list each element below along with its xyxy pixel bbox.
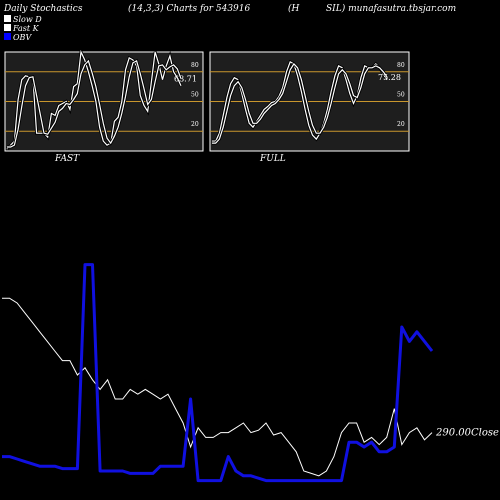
last-value-label: 75.28 [378, 73, 401, 82]
y-tick-label: 80 [397, 62, 405, 69]
full-panel-label: FULL [259, 154, 286, 164]
legend-label-fast-k: Fast K [12, 24, 40, 33]
fast-k-line [6, 49, 182, 150]
fast-stochastic-panel: 20 50 80 63.71 [4, 46, 204, 152]
slow-d-line [7, 59, 182, 148]
price-obv-panel: 290.00Close [2, 263, 499, 483]
close-price-line [2, 297, 433, 477]
header-site: SIL) munafasutra.tbsjar.com [326, 3, 456, 14]
y-tick-label: 50 [191, 92, 199, 99]
header-title: Daily Stochastics [3, 4, 83, 14]
close-value-label: 290.00Close [435, 428, 499, 439]
y-tick-label: 20 [191, 121, 199, 128]
y-tick-label: 50 [397, 92, 405, 99]
y-tick-label: 80 [191, 62, 199, 69]
legend-swatch-slow-d [4, 15, 11, 22]
header-params: (14,3,3) Charts for 543916 [128, 3, 250, 14]
legend-label-slow-d: Slow D [13, 15, 42, 24]
obv-line [2, 263, 434, 483]
legend-swatch-fast-k [4, 24, 11, 31]
header-h: (H [288, 3, 300, 14]
last-value-label: 63.71 [174, 75, 197, 84]
legend-swatch-obv [4, 33, 11, 40]
full-stochastic-panel: 20 50 80 75.28 [209, 51, 410, 152]
y-tick-label: 20 [397, 121, 405, 128]
slow-d-line [212, 62, 388, 144]
legend-label-obv: OBV [13, 33, 32, 42]
fast-panel-label: FAST [54, 154, 80, 164]
legend: Slow D Fast K OBV [4, 15, 42, 42]
